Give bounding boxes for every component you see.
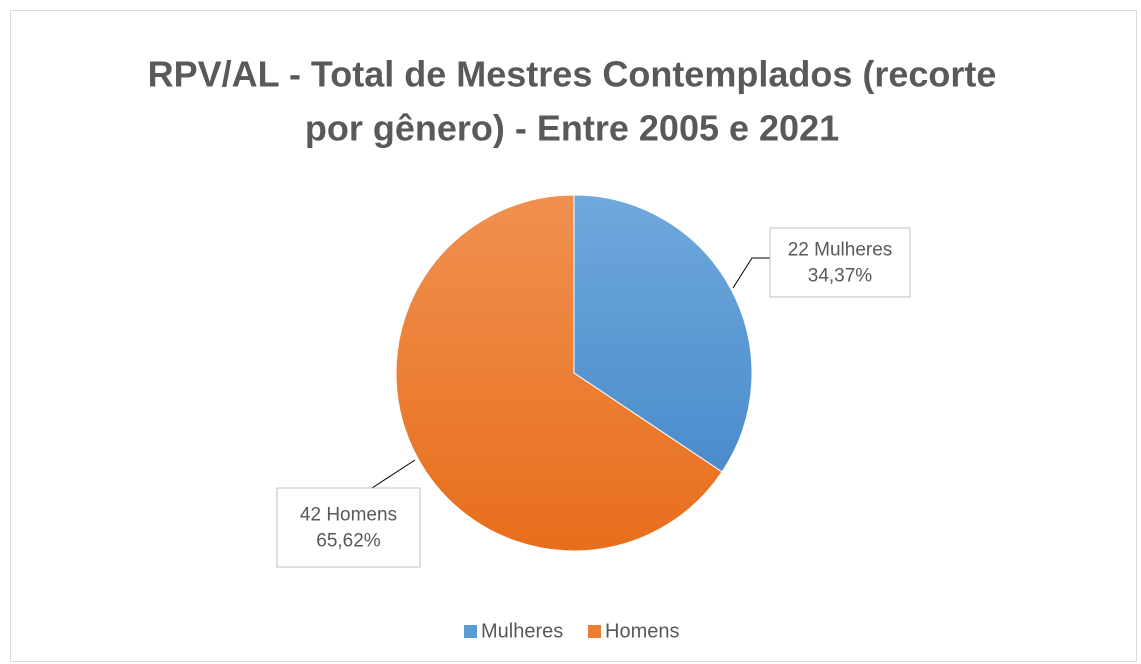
data-label-box xyxy=(769,227,911,298)
data-label: 42 Homens xyxy=(300,505,397,526)
data-label-box xyxy=(276,487,421,568)
legend-label: Mulheres xyxy=(481,620,563,642)
data-label: 34,37% xyxy=(808,266,873,287)
legend-swatch xyxy=(588,625,601,638)
chart-title: RPV/AL - Total de Mestres Contemplados (… xyxy=(148,54,997,95)
legend-swatch xyxy=(464,625,477,638)
leader-line xyxy=(732,257,770,289)
chart-title: por gênero) - Entre 2005 e 2021 xyxy=(305,108,839,149)
pie-slice xyxy=(395,194,723,552)
data-label: 22 Mulheres xyxy=(788,240,893,261)
data-label: 65,62% xyxy=(316,531,381,552)
legend-label: Homens xyxy=(605,620,679,642)
